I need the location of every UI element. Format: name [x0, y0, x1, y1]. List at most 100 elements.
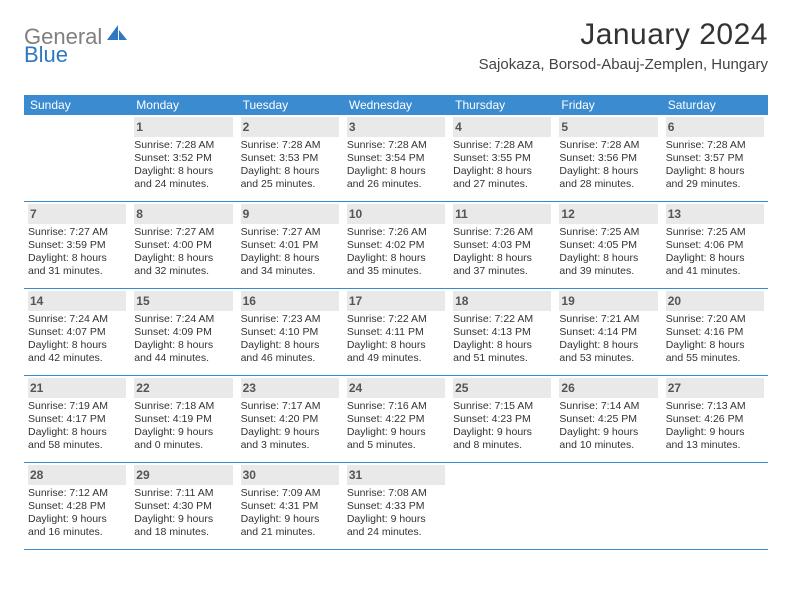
day-day_l2: and 28 minutes. [559, 178, 657, 191]
day-number: 27 [668, 381, 681, 395]
day-sunrise: Sunrise: 7:09 AM [241, 487, 339, 500]
day-info: Sunrise: 7:11 AMSunset: 4:30 PMDaylight:… [134, 487, 232, 540]
day-number-bar: 24 [347, 378, 445, 398]
day-day_l2: and 24 minutes. [134, 178, 232, 191]
day-info: Sunrise: 7:27 AMSunset: 3:59 PMDaylight:… [28, 226, 126, 279]
day-day_l2: and 42 minutes. [28, 352, 126, 365]
day-number: 25 [455, 381, 468, 395]
day-number-bar: 28 [28, 465, 126, 485]
day-day_l2: and 37 minutes. [453, 265, 551, 278]
day-sunset: Sunset: 4:00 PM [134, 239, 232, 252]
day-info: Sunrise: 7:13 AMSunset: 4:26 PMDaylight:… [666, 400, 764, 453]
day-number-bar: 12 [559, 204, 657, 224]
day-sunset: Sunset: 4:19 PM [134, 413, 232, 426]
day-sunrise: Sunrise: 7:24 AM [134, 313, 232, 326]
day-info: Sunrise: 7:14 AMSunset: 4:25 PMDaylight:… [559, 400, 657, 453]
day-day_l1: Daylight: 9 hours [347, 426, 445, 439]
day-day_l1: Daylight: 8 hours [559, 339, 657, 352]
day-number-bar: 25 [453, 378, 551, 398]
dow-header-row: Sunday Monday Tuesday Wednesday Thursday… [24, 95, 768, 115]
day-number: 12 [561, 207, 574, 221]
day-number-bar [28, 117, 126, 119]
day-number-bar: 27 [666, 378, 764, 398]
day-sunset: Sunset: 4:05 PM [559, 239, 657, 252]
day-number-bar: 2 [241, 117, 339, 137]
day-day_l2: and 39 minutes. [559, 265, 657, 278]
day-sunrise: Sunrise: 7:19 AM [28, 400, 126, 413]
day-cell [662, 463, 768, 549]
day-number-bar: 9 [241, 204, 339, 224]
day-info: Sunrise: 7:24 AMSunset: 4:07 PMDaylight:… [28, 313, 126, 366]
day-number: 8 [136, 207, 143, 221]
day-day_l1: Daylight: 8 hours [453, 252, 551, 265]
day-info: Sunrise: 7:22 AMSunset: 4:13 PMDaylight:… [453, 313, 551, 366]
day-sunset: Sunset: 3:59 PM [28, 239, 126, 252]
day-sunset: Sunset: 4:02 PM [347, 239, 445, 252]
day-day_l1: Daylight: 9 hours [559, 426, 657, 439]
day-sunrise: Sunrise: 7:26 AM [453, 226, 551, 239]
day-cell [24, 115, 130, 201]
day-day_l2: and 5 minutes. [347, 439, 445, 452]
day-number-bar: 19 [559, 291, 657, 311]
day-day_l2: and 18 minutes. [134, 526, 232, 539]
day-cell: 27 Sunrise: 7:13 AMSunset: 4:26 PMDayligh… [662, 376, 768, 462]
day-info: Sunrise: 7:25 AMSunset: 4:05 PMDaylight:… [559, 226, 657, 279]
day-number: 30 [243, 468, 256, 482]
day-sunrise: Sunrise: 7:11 AM [134, 487, 232, 500]
day-sunrise: Sunrise: 7:28 AM [559, 139, 657, 152]
day-number-bar: 18 [453, 291, 551, 311]
day-sunset: Sunset: 4:26 PM [666, 413, 764, 426]
day-day_l2: and 44 minutes. [134, 352, 232, 365]
week-row: 14 Sunrise: 7:24 AMSunset: 4:07 PMDayligh… [24, 289, 768, 376]
day-day_l1: Daylight: 8 hours [347, 339, 445, 352]
day-sunrise: Sunrise: 7:27 AM [134, 226, 232, 239]
day-number: 14 [30, 294, 43, 308]
day-cell: 8Sunrise: 7:27 AMSunset: 4:00 PMDaylight… [130, 202, 236, 288]
day-info: Sunrise: 7:27 AMSunset: 4:01 PMDaylight:… [241, 226, 339, 279]
header: General January 2024 Sajokaza, Borsod-Ab… [24, 18, 768, 73]
day-number: 9 [243, 207, 250, 221]
day-number: 19 [561, 294, 574, 308]
day-day_l1: Daylight: 8 hours [666, 252, 764, 265]
day-sunset: Sunset: 3:55 PM [453, 152, 551, 165]
day-day_l1: Daylight: 8 hours [666, 165, 764, 178]
day-sunset: Sunset: 4:16 PM [666, 326, 764, 339]
day-sunset: Sunset: 3:57 PM [666, 152, 764, 165]
day-number: 23 [243, 381, 256, 395]
day-number-bar: 7 [28, 204, 126, 224]
day-day_l1: Daylight: 9 hours [28, 513, 126, 526]
day-sunset: Sunset: 3:54 PM [347, 152, 445, 165]
day-info: Sunrise: 7:24 AMSunset: 4:09 PMDaylight:… [134, 313, 232, 366]
day-day_l2: and 53 minutes. [559, 352, 657, 365]
day-info: Sunrise: 7:28 AMSunset: 3:57 PMDaylight:… [666, 139, 764, 192]
day-sunrise: Sunrise: 7:28 AM [241, 139, 339, 152]
day-sunset: Sunset: 4:22 PM [347, 413, 445, 426]
day-sunrise: Sunrise: 7:21 AM [559, 313, 657, 326]
day-cell [449, 463, 555, 549]
day-day_l1: Daylight: 9 hours [134, 513, 232, 526]
day-number: 1 [136, 120, 143, 134]
day-info: Sunrise: 7:23 AMSunset: 4:10 PMDaylight:… [241, 313, 339, 366]
day-cell: 30Sunrise: 7:09 AMSunset: 4:31 PMDayligh… [237, 463, 343, 549]
day-day_l2: and 58 minutes. [28, 439, 126, 452]
dow-friday: Friday [555, 95, 661, 115]
day-number-bar: 30 [241, 465, 339, 485]
day-info: Sunrise: 7:19 AMSunset: 4:17 PMDaylight:… [28, 400, 126, 453]
day-number: 29 [136, 468, 149, 482]
day-sunrise: Sunrise: 7:16 AM [347, 400, 445, 413]
day-number: 16 [243, 294, 256, 308]
day-sunset: Sunset: 4:13 PM [453, 326, 551, 339]
dow-monday: Monday [130, 95, 236, 115]
day-info: Sunrise: 7:28 AMSunset: 3:55 PMDaylight:… [453, 139, 551, 192]
day-day_l1: Daylight: 8 hours [453, 165, 551, 178]
day-info: Sunrise: 7:08 AMSunset: 4:33 PMDaylight:… [347, 487, 445, 540]
day-number-bar: 13 [666, 204, 764, 224]
month-title: January 2024 [479, 18, 768, 52]
day-day_l1: Daylight: 9 hours [241, 513, 339, 526]
day-day_l1: Daylight: 8 hours [241, 252, 339, 265]
day-day_l2: and 3 minutes. [241, 439, 339, 452]
day-number: 4 [455, 120, 462, 134]
day-number: 18 [455, 294, 468, 308]
day-number: 13 [668, 207, 681, 221]
day-day_l2: and 46 minutes. [241, 352, 339, 365]
